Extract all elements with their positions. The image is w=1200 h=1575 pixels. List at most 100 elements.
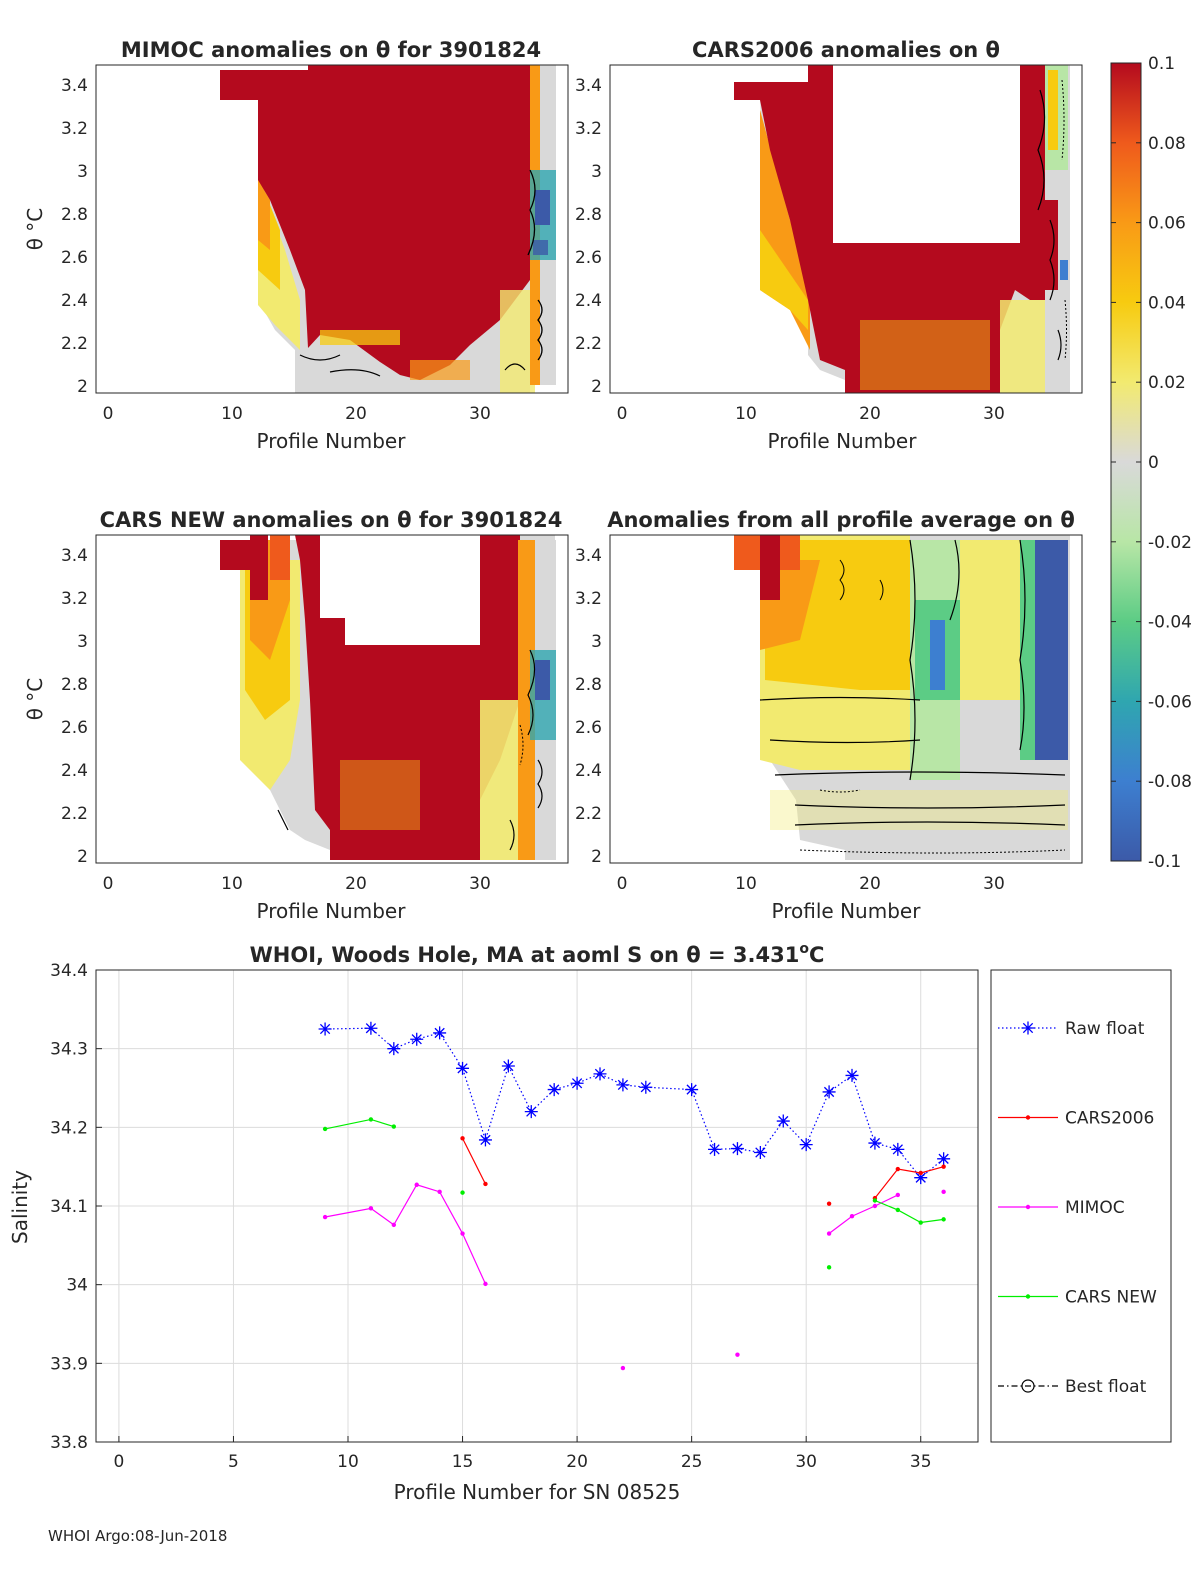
series-raw-float: [318, 1021, 951, 1185]
series-point: [414, 1182, 419, 1187]
raw-float-marker: [639, 1080, 653, 1094]
raw-float-marker: [547, 1083, 561, 1097]
colorbar-tick-label: 0.04: [1148, 293, 1186, 313]
mimoc-heatmap: [220, 65, 556, 393]
cars-new-xticks: 0 10 20 30: [103, 874, 491, 894]
series-point: [460, 1231, 465, 1236]
xtick: 10: [735, 874, 757, 894]
ytick: 2.6: [575, 718, 602, 738]
series-point: [941, 1164, 946, 1169]
cars-new-empty-region: [320, 535, 480, 645]
legend-marker: [1021, 1379, 1035, 1393]
legend-item: CARS NEW: [998, 1288, 1157, 1308]
salinity-series: [318, 1021, 951, 1371]
raw-float-marker: [478, 1133, 492, 1147]
salinity-xlabel: Profile Number for SN 08525: [394, 1480, 681, 1504]
cars-new-ylabel: θ °C: [23, 678, 47, 721]
raw-float-marker: [822, 1085, 836, 1099]
ytick: 3.2: [575, 589, 602, 609]
series-point: [918, 1220, 923, 1225]
colorbar-ticks: 0.1 0.08 0.06 0.04 0.02 0 -0.02 -0.04 -0.06 -0.08…: [1111, 54, 1192, 872]
series-point: [895, 1166, 901, 1172]
ytick: 2.8: [61, 675, 88, 695]
raw-float-marker: [685, 1083, 699, 1097]
colorbar-tick-label: 0.02: [1148, 373, 1186, 393]
xtick-label: 30: [795, 1452, 817, 1472]
raw-float-marker: [730, 1142, 744, 1156]
raw-float-marker: [914, 1171, 928, 1185]
xtick-label: 25: [681, 1452, 703, 1472]
raw-float-marker: [753, 1146, 767, 1160]
ytick: 2.8: [575, 675, 602, 695]
colorbar-tick-label: -0.08: [1148, 772, 1192, 792]
series-point: [849, 1214, 855, 1219]
xtick-label: 35: [910, 1452, 932, 1472]
series-point: [895, 1207, 901, 1213]
xtick-label: 0: [113, 1452, 124, 1472]
ytick: 3.4: [61, 546, 88, 566]
avg-axes-box: [609, 534, 1083, 864]
series-point: [872, 1198, 878, 1203]
series-point: [322, 1126, 328, 1132]
series-point: [437, 1189, 442, 1195]
xtick: 0: [103, 404, 114, 424]
xtick: 10: [221, 404, 243, 424]
mimoc-title: MIMOC anomalies on θ for 3901824: [121, 38, 541, 62]
series-point: [483, 1181, 488, 1187]
raw-float-marker: [364, 1021, 378, 1035]
ytick-label: 34.3: [50, 1040, 88, 1060]
raw-float-marker: [776, 1114, 790, 1128]
series-mimoc: [322, 1182, 946, 1371]
ytick: 3: [591, 632, 602, 652]
ytick-label: 33.8: [50, 1433, 88, 1453]
cars-new-heatmap: [220, 535, 556, 860]
cars2006-yticks: 3.4 3.2 3 2.8 2.6 2.4 2.2 2: [575, 76, 602, 397]
series-point: [918, 1170, 923, 1176]
raw-float-line: [325, 1027, 945, 1179]
avg-xticks: 0 10 20 30: [617, 874, 1005, 894]
series-cars2006: [460, 1136, 946, 1206]
mimoc-xlabel: Profile Number: [257, 429, 407, 453]
xtick: 20: [859, 874, 881, 894]
cars2006-xticks: 0 10 20 30: [617, 404, 1005, 424]
panel-cars2006: CARS2006 anomalies on θ 3.4 3.2 3 2.8: [575, 38, 1083, 453]
series-point: [460, 1136, 465, 1141]
legend-label: Best float: [1065, 1377, 1147, 1397]
legend-marker: [1025, 1294, 1031, 1299]
mimoc-yticks: 3.4 3.2 3 2.8 2.6 2.4 2.2 2: [61, 76, 88, 397]
ytick: 2.2: [61, 804, 88, 824]
series-point: [368, 1206, 374, 1211]
raw-float-marker: [799, 1138, 813, 1152]
ytick-label: 34.2: [50, 1118, 88, 1138]
cars2006-heatmap: [734, 65, 1070, 393]
ytick: 2.4: [61, 291, 88, 311]
series-point: [826, 1201, 832, 1206]
legend-label: MIMOC: [1065, 1198, 1125, 1218]
legend-marker: [1025, 1204, 1031, 1210]
raw-float-marker: [387, 1042, 401, 1056]
ytick: 3: [77, 632, 88, 652]
ytick: 3.4: [575, 76, 602, 96]
xtick-label: 5: [228, 1452, 239, 1472]
legend-item: Best float: [998, 1377, 1147, 1397]
avg-heatmap: [734, 535, 1070, 860]
xtick: 30: [469, 404, 491, 424]
cars-new-axes-box: [95, 534, 569, 864]
ytick-label: 34: [66, 1276, 88, 1296]
xtick: 30: [983, 874, 1005, 894]
raw-float-marker: [501, 1059, 515, 1073]
colorbar-tick-label: 0.08: [1148, 134, 1186, 154]
raw-float-marker: [708, 1142, 722, 1156]
series-point: [483, 1281, 488, 1287]
series-line: [828, 1194, 899, 1235]
ytick: 3.4: [575, 546, 602, 566]
cars2006-title: CARS2006 anomalies on θ: [692, 38, 1000, 62]
series-point: [368, 1117, 374, 1122]
ytick: 2.6: [61, 718, 88, 738]
cars-new-yticks: 3.4 3.2 3 2.8 2.6 2.4 2.2 2: [61, 546, 88, 867]
ytick: 2.8: [61, 205, 88, 225]
series-point: [941, 1189, 946, 1195]
xtick: 0: [617, 404, 628, 424]
panel-mimoc: MIMOC anomalies on θ for 3901824 3.4 3.2…: [23, 38, 569, 453]
salinity-xticks: 0 5 10 15 20 25 30 35: [113, 1436, 932, 1472]
